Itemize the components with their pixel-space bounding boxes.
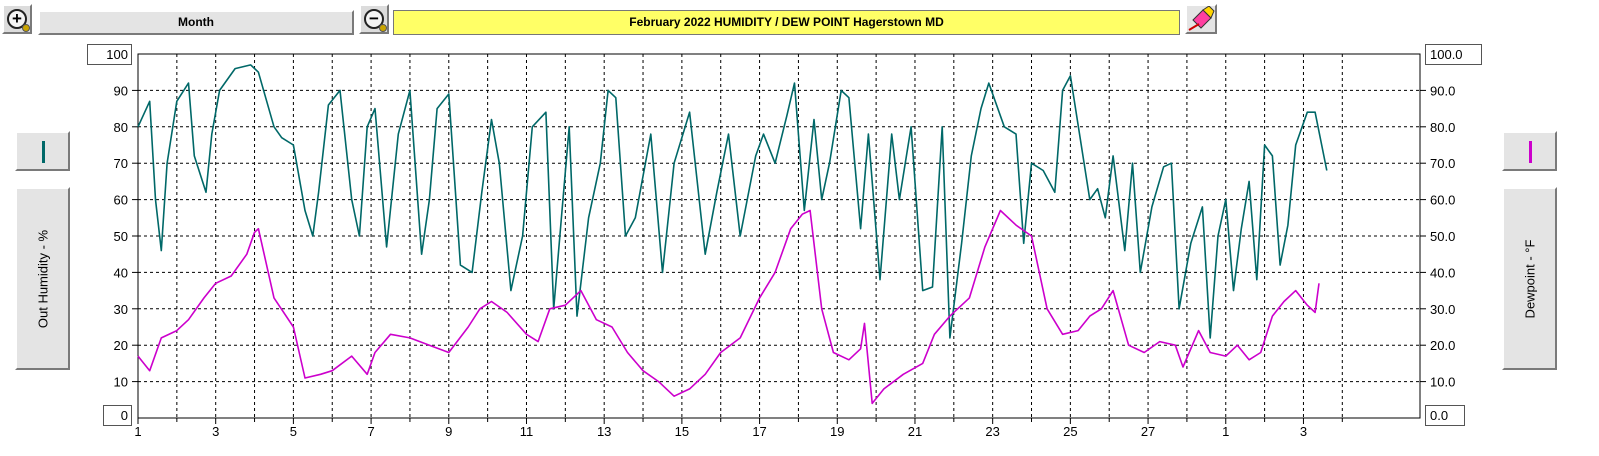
- y-right-tick-label: 30.0: [1430, 302, 1455, 317]
- right-axis-label-button[interactable]: Dewpoint - °F: [1502, 187, 1557, 370]
- left-axis-max: 100: [106, 47, 128, 62]
- y-right-tick-label: 60.0: [1430, 193, 1455, 208]
- y-left-tick-label: 40: [114, 265, 128, 280]
- y-left-tick-label: 90: [114, 83, 128, 98]
- x-tick-label: 9: [445, 424, 452, 439]
- y-left-tick-label: 10: [114, 375, 128, 390]
- x-tick-label: 7: [367, 424, 374, 439]
- x-tick-label: 5: [290, 424, 297, 439]
- x-tick-label: 23: [985, 424, 999, 439]
- dewpoint-color-bar: [1529, 141, 1532, 163]
- eraser-icon: [1188, 5, 1215, 31]
- x-tick-label: 17: [752, 424, 766, 439]
- x-tick-label: 1: [134, 424, 141, 439]
- humidity-legend-swatch[interactable]: [15, 131, 70, 171]
- left-axis-max-box[interactable]: 100: [87, 44, 132, 65]
- y-right-tick-label: 40.0: [1430, 265, 1455, 280]
- right-axis-max: 100.0: [1430, 47, 1463, 62]
- left-axis-label-button[interactable]: Out Humidity - %: [15, 187, 70, 370]
- zoom-in-icon: +: [7, 9, 27, 29]
- x-tick-label: 1: [1222, 424, 1229, 439]
- y-left-tick-label: 60: [114, 193, 128, 208]
- y-right-tick-label: 80.0: [1430, 120, 1455, 135]
- left-axis-min-box[interactable]: 0: [103, 405, 132, 426]
- y-right-tick-label: 90.0: [1430, 83, 1455, 98]
- y-left-tick-label: 30: [114, 302, 128, 317]
- x-tick-label: 19: [830, 424, 844, 439]
- x-tick-label: 21: [908, 424, 922, 439]
- y-right-tick-label: 50.0: [1430, 229, 1455, 244]
- chart-title: February 2022 HUMIDITY / DEW POINT Hager…: [393, 10, 1180, 35]
- y-right-tick-label: 10.0: [1430, 375, 1455, 390]
- right-axis-min: 0.0: [1430, 408, 1449, 423]
- clear-chart-button[interactable]: [1185, 4, 1217, 34]
- humidity-color-bar: [42, 141, 45, 163]
- dewpoint-series-line: [137, 209, 1320, 405]
- x-tick-label: 3: [1300, 424, 1307, 439]
- dewpoint-legend-swatch[interactable]: [1502, 131, 1557, 171]
- y-right-tick-label: 70.0: [1430, 156, 1455, 171]
- right-axis-max-box[interactable]: 100.0: [1425, 44, 1482, 65]
- right-axis-min-box[interactable]: 0.0: [1425, 405, 1465, 426]
- x-tick-label: 3: [212, 424, 219, 439]
- left-axis-min: 0: [120, 408, 128, 423]
- y-left-tick-label: 70: [114, 156, 128, 171]
- y-left-tick-label: 80: [114, 120, 128, 135]
- x-tick-label: 11: [520, 424, 534, 439]
- x-tick-label: 27: [1141, 424, 1155, 439]
- period-button[interactable]: Month: [38, 10, 354, 35]
- x-tick-label: 15: [675, 424, 689, 439]
- y-left-tick-label: 50: [114, 229, 128, 244]
- zoom-in-button[interactable]: +: [2, 4, 32, 34]
- y-left-tick-label: 20: [114, 338, 128, 353]
- magnifier-handle-icon: [379, 24, 387, 32]
- zoom-out-icon: −: [364, 9, 384, 29]
- x-tick-label: 13: [597, 424, 611, 439]
- y-right-tick-label: 20.0: [1430, 338, 1455, 353]
- magnifier-handle-icon: [22, 24, 30, 32]
- humidity-series-line: [137, 64, 1328, 339]
- zoom-out-button[interactable]: −: [359, 4, 389, 34]
- x-tick-label: 25: [1063, 424, 1077, 439]
